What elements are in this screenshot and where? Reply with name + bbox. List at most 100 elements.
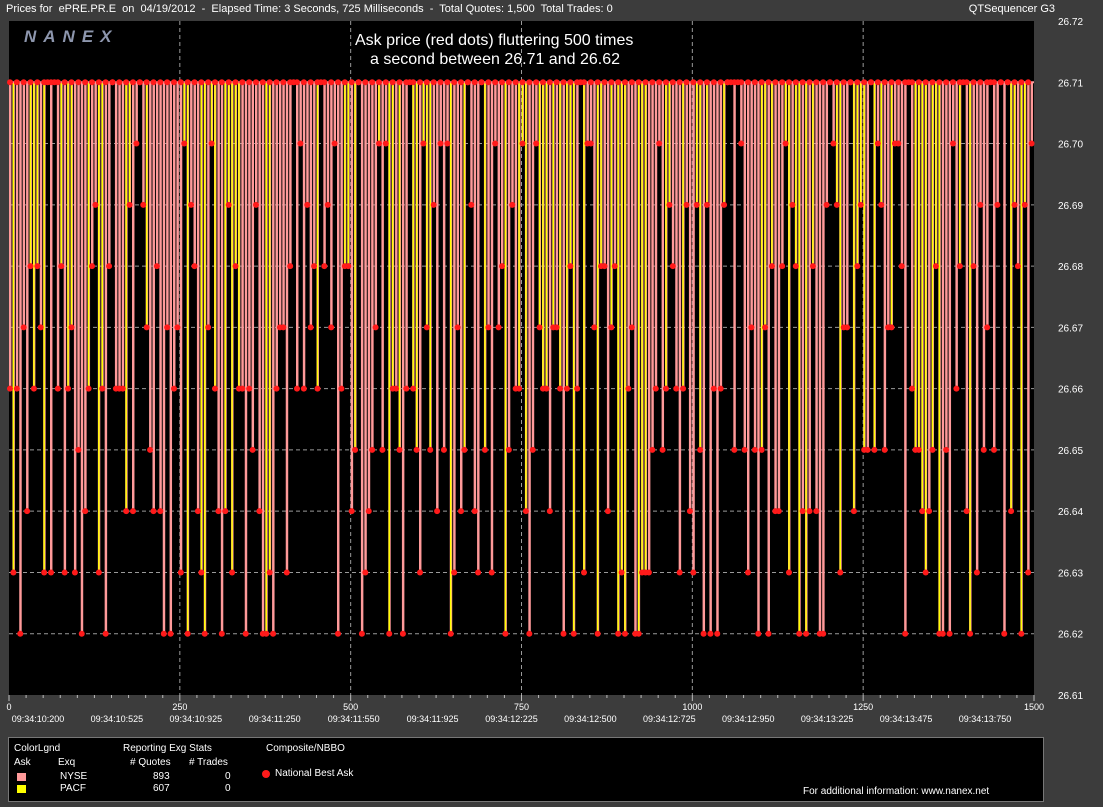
national-best-ask-dot	[574, 385, 581, 392]
national-best-ask-dot	[594, 79, 601, 86]
national-best-ask-dot	[150, 79, 157, 86]
national-best-ask-dot	[300, 385, 307, 392]
nyse-ask-bar	[419, 82, 422, 573]
national-best-ask-dot	[758, 446, 765, 453]
nyse-ask-bar	[77, 82, 80, 450]
nyse-ask-bar	[576, 82, 579, 389]
national-best-ask-dot	[669, 263, 676, 270]
national-best-ask-dot	[492, 79, 499, 86]
national-best-ask-dot	[741, 446, 748, 453]
nyse-ask-bar	[562, 82, 565, 634]
national-best-ask-dot	[65, 385, 72, 392]
nyse-ask-bar	[986, 82, 989, 328]
national-best-ask-dot	[977, 201, 984, 208]
nyse-ask-bar	[442, 82, 446, 450]
national-best-ask-dot	[324, 201, 331, 208]
nyse-ask-bar	[702, 82, 706, 634]
y-tick-label: 26.64	[1058, 507, 1083, 518]
national-best-ask-dot	[874, 79, 881, 86]
nyse-ask-bar	[169, 82, 173, 634]
nyse-ask-bar	[50, 82, 53, 573]
nyse-ask-bar	[258, 82, 261, 512]
nyse-ask-bar	[278, 82, 282, 328]
nyse-ask-bar	[179, 82, 183, 573]
national-best-ask-dot	[194, 508, 201, 515]
y-tick-label: 26.72	[1058, 17, 1083, 28]
nyse-ask-bar	[401, 82, 405, 634]
national-best-ask-dot	[451, 569, 458, 576]
national-best-ask-dot	[393, 385, 400, 392]
national-best-ask-dot	[191, 263, 198, 270]
ask-column-header: Ask	[14, 757, 31, 768]
nyse-ask-bar	[825, 82, 829, 205]
nyse-ask-bar	[261, 82, 265, 634]
national-best-ask-dot	[13, 385, 20, 392]
national-best-ask-dot	[628, 79, 635, 86]
nyse-ask-bar	[326, 82, 330, 205]
nyse-quotes-count: 893	[153, 771, 170, 782]
national-best-ask-dot	[676, 79, 683, 86]
nyse-ask-bar	[501, 82, 504, 267]
national-best-ask-dot	[427, 446, 434, 453]
nyse-ask-bar	[528, 82, 531, 634]
national-best-ask-dot	[212, 79, 218, 86]
national-best-ask-dot	[915, 446, 922, 453]
national-best-ask-dot	[745, 79, 751, 86]
national-best-ask-dot	[710, 79, 717, 86]
national-best-ask-dot	[745, 569, 751, 576]
national-best-ask-dot	[970, 263, 977, 270]
national-best-ask-dot	[902, 630, 909, 637]
national-best-ask-dot	[61, 79, 68, 86]
nyse-ask-bar	[360, 82, 364, 634]
national-best-ask-dot	[348, 79, 355, 86]
national-best-ask-dot	[635, 630, 642, 637]
nyse-ask-bar	[460, 82, 463, 512]
national-best-ask-dot	[543, 385, 550, 392]
national-best-ask-dot	[287, 263, 294, 270]
national-best-ask-dot	[991, 446, 997, 453]
nyse-ask-bar	[1016, 82, 1020, 267]
nyse-ask-bar	[555, 82, 559, 328]
nyse-ask-bar	[709, 82, 712, 634]
nyse-ask-bar	[255, 82, 258, 205]
nyse-ask-bar	[647, 82, 651, 573]
national-best-ask-dot	[321, 79, 328, 86]
nyse-ask-bar	[296, 82, 299, 389]
reporting-stats-header: Reporting Exg Stats	[123, 743, 212, 754]
national-best-ask-dot	[850, 508, 857, 515]
nyse-ask-bar	[432, 82, 436, 205]
national-best-ask-dot	[956, 263, 963, 270]
national-best-ask-dot	[533, 79, 540, 86]
national-best-ask-dot	[656, 140, 663, 147]
national-best-ask-dot	[943, 446, 950, 453]
nyse-ask-bar	[887, 82, 890, 328]
national-best-ask-dot	[567, 79, 574, 86]
nyse-ask-bar	[535, 82, 538, 144]
national-best-ask-dot	[895, 140, 902, 147]
nyse-ask-bar	[26, 82, 29, 512]
national-best-ask-dot	[399, 630, 406, 637]
national-best-ask-dot	[417, 79, 423, 86]
national-best-ask-dots	[7, 79, 1035, 637]
national-best-ask-dot	[294, 385, 300, 392]
national-best-ask-dot	[772, 79, 779, 86]
national-best-ask-dot	[218, 79, 225, 86]
national-best-ask-dot	[102, 79, 109, 86]
nyse-ask-bar	[272, 82, 275, 634]
y-tick-label: 26.71	[1058, 78, 1083, 89]
nyse-ask-bar	[473, 82, 477, 512]
national-best-ask-dot	[358, 630, 365, 637]
nyse-ask-bar	[9, 82, 12, 389]
annotation-line-2: a second between 26.71 and 26.62	[370, 51, 620, 68]
national-best-ask-dot	[458, 508, 464, 515]
nyse-ask-bar	[142, 82, 145, 205]
price-chart: 26.72 26.71 26.70 26.69 26.68 26.67 26.66 26.65…	[6, 17, 1084, 724]
national-best-ask-dot	[171, 385, 177, 392]
nyse-ask-bar	[671, 82, 675, 267]
nyse-ask-bar	[692, 82, 695, 573]
national-best-ask-dot	[464, 79, 471, 86]
national-best-ask-dot	[796, 630, 803, 637]
national-best-ask-dot	[622, 79, 628, 86]
national-best-ask-dot	[177, 569, 184, 576]
national-best-ask-dot	[205, 79, 212, 86]
